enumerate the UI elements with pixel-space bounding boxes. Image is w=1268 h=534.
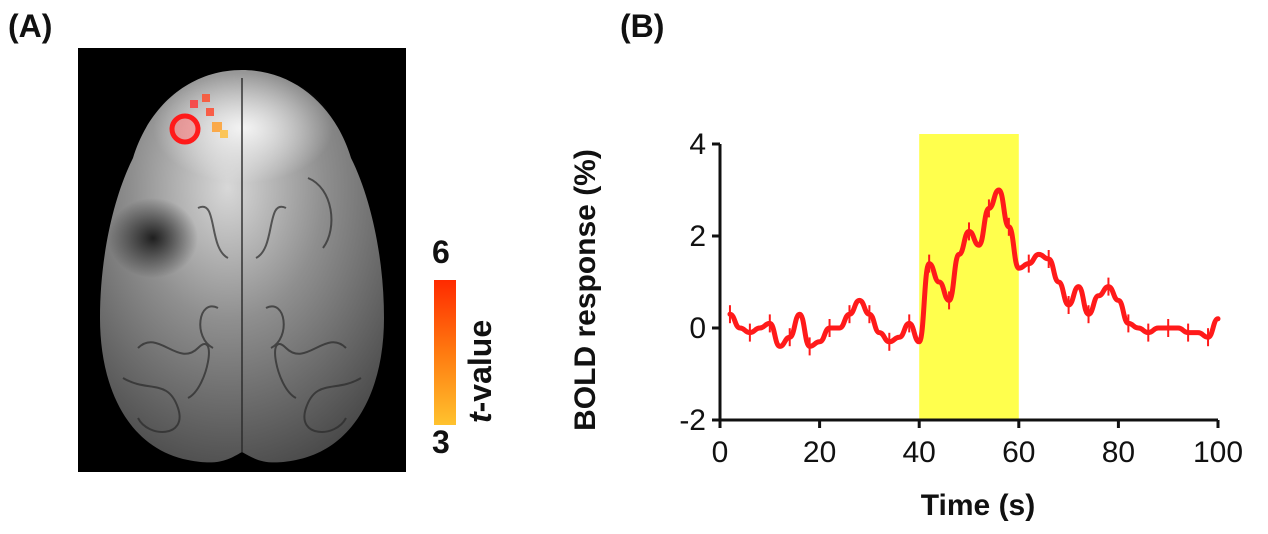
colorbar-gradient <box>434 280 456 425</box>
x-tick-label: 60 <box>1002 436 1035 469</box>
roi-circle <box>169 113 201 145</box>
brain-image <box>78 48 406 472</box>
colorbar-max-label: 6 <box>432 234 450 270</box>
colorbar-min-label: 3 <box>432 424 450 460</box>
colorbar-title-italic: t <box>462 412 498 423</box>
y-tick-label: 0 <box>689 312 706 345</box>
activation-blob <box>190 94 228 138</box>
panel-a-label: (A) <box>8 8 53 44</box>
y-tick-label: -2 <box>679 404 706 437</box>
colorbar: 6 3 t-value <box>414 228 504 468</box>
colorbar-title: t-value <box>462 320 499 423</box>
x-tick-label: 100 <box>1193 436 1243 469</box>
x-tick-label: 80 <box>1102 436 1135 469</box>
panel-b-label: (B) <box>620 8 665 44</box>
colorbar-title-rest: -value <box>462 319 498 413</box>
x-axis-title: Time (s) <box>921 489 1035 522</box>
y-axis-title: BOLD response (%) <box>569 149 602 431</box>
x-tick-label: 20 <box>803 436 836 469</box>
y-tick-label: 4 <box>689 128 706 161</box>
x-tick-label: 0 <box>712 436 729 469</box>
x-tick-label: 40 <box>903 436 936 469</box>
bold-response-line <box>727 187 1221 349</box>
y-tick-label: 2 <box>689 220 706 253</box>
